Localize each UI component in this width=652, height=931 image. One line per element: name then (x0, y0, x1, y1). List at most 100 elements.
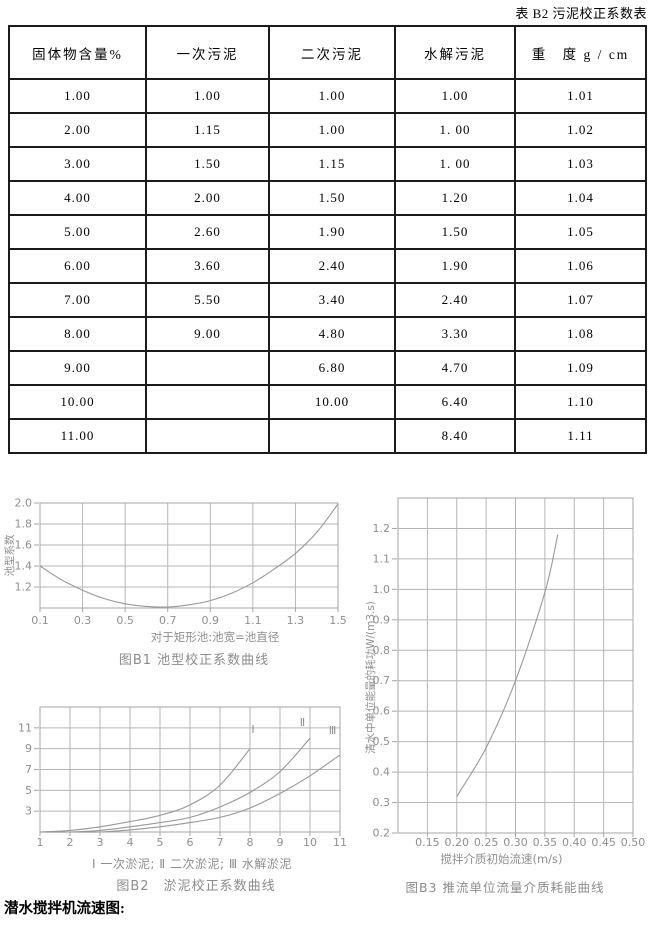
chart-b1-pool-shape-coefficient: 0.1 0.3 0.5 0.7 0.9 1.1 1.3 1.5 1.2 1.4 1.6 1.8 2.0 对… (3, 497, 347, 645)
x-tick-label: 8 (247, 836, 254, 849)
data-curve (39, 737, 311, 833)
table-cell: 2.60 (145, 214, 270, 250)
table-cell: 3.60 (145, 248, 270, 284)
x-tick-label: 1.3 (287, 614, 305, 627)
x-tick-label: 0.5 (116, 614, 134, 627)
table-cell: 4.70 (394, 350, 516, 386)
table-title: 表 B2 污泥校正系数表 (515, 6, 647, 21)
y-tick-label: 1.1 (373, 552, 391, 565)
y-tick-label: 0.7 (373, 674, 391, 687)
y-tick-label: 9 (25, 742, 32, 755)
x-tick-label: 0.45 (591, 836, 616, 849)
table-header-cell-4: 重 度 g / cm (514, 25, 647, 80)
x-tick-label: 2 (67, 836, 74, 849)
y-tick-label: 1.6 (15, 539, 33, 552)
table-cell: 1.50 (268, 180, 396, 216)
table-cell: 1.07 (514, 282, 647, 318)
table-cell: 2.40 (394, 282, 516, 318)
table-cell: 9.00 (8, 350, 147, 386)
x-tick-label: 0.30 (503, 836, 528, 849)
table-cell: 1.09 (514, 350, 647, 386)
table-cell: 3.30 (394, 316, 516, 352)
x-tick-label: 0.50 (621, 836, 646, 849)
x-tick-label: 0.1 (31, 614, 49, 627)
x-tick-label: 0.40 (562, 836, 587, 849)
curve-label: Ⅱ (300, 716, 305, 729)
y-tick-label: 0.4 (373, 766, 391, 779)
y-tick-label: 1.4 (15, 560, 33, 573)
x-tick-label: 0.25 (474, 836, 499, 849)
table-row: 1.00 1.00 1.00 1.00 1.01 (8, 78, 647, 114)
chart-b2-sludge-correction-curves: 1 2 3 4 5 6 7 8 9 10 11 3 5 7 9 11 Ⅰ Ⅱ Ⅲ (18, 706, 347, 849)
table-cell: 1.11 (514, 418, 647, 454)
table-cell (268, 418, 396, 454)
table-row: 9.00 6.80 4.70 1.09 (8, 350, 647, 386)
x-tick-label: 1.5 (329, 614, 347, 627)
table-cell: 8.00 (8, 316, 147, 352)
chart-b2-legend: Ⅰ 一次淤泥; Ⅱ 二次淤泥; Ⅲ 水解淤泥 (92, 857, 292, 871)
table-row: 10.00 10.00 6.40 1.10 (8, 384, 647, 420)
plot-border (39, 502, 339, 609)
table-row: 4.00 2.00 1.50 1.20 1.04 (8, 180, 647, 216)
curve-label: Ⅲ (329, 724, 337, 737)
table-cell: 1. 00 (394, 112, 516, 148)
table-cell: 1.00 (268, 78, 396, 114)
table-cell: 1.20 (394, 180, 516, 216)
table-cell: 1.00 (394, 78, 516, 114)
y-tick-label: 0.6 (373, 705, 391, 718)
table-cell: 4.00 (8, 180, 147, 216)
table-cell: 6.00 (8, 248, 147, 284)
table-cell: 2.00 (8, 112, 147, 148)
sludge-correction-table: 固体物含量% 一次污泥 二次污泥 水解污泥重 度 g / cm 1.00 1.00 1.0… (8, 25, 647, 454)
table-row: 8.00 9.00 4.80 3.30 1.08 (8, 316, 647, 352)
table-row: 6.00 3.60 2.40 1.90 1.06 (8, 248, 647, 284)
y-tick-label: 0.8 (373, 644, 391, 657)
table-cell: 2.40 (268, 248, 396, 284)
chart-b2-caption: 图B2 淤泥校正系数曲线 (116, 879, 276, 894)
data-curve (39, 748, 251, 833)
y-axis-title: 池型系数 (3, 534, 16, 576)
table-cell: 1.01 (514, 78, 647, 114)
footer-label: 潜水搅拌机流速图: (4, 901, 125, 917)
x-tick-label: 0.7 (159, 614, 177, 627)
x-tick-label: 5 (157, 836, 164, 849)
x-tick-label: 4 (127, 836, 134, 849)
table-cell: 1.04 (514, 180, 647, 216)
table-cell: 1.05 (514, 214, 647, 250)
x-tick-label: 9 (277, 836, 284, 849)
y-tick-label: 0.2 (373, 827, 391, 840)
table-header-row: 固体物含量% 一次污泥 二次污泥 水解污泥重 度 g / cm (8, 25, 647, 80)
y-tick-label: 5 (25, 784, 32, 797)
table-cell: 1.50 (145, 146, 270, 182)
table-cell: 1.90 (268, 214, 396, 250)
table-cell: 1.03 (514, 146, 647, 182)
y-tick-label: 0.9 (373, 613, 391, 626)
y-tick-label: 11 (18, 721, 32, 734)
table-cell: 1.50 (394, 214, 516, 250)
chart-b1-caption: 图B1 池型校正系数曲线 (118, 653, 270, 668)
table-header-cell-2: 二次污泥 (268, 25, 396, 80)
table-cell: 6.80 (268, 350, 396, 386)
y-tick-label: 1.2 (15, 581, 33, 594)
x-tick-label: 0.35 (533, 836, 558, 849)
table-cell: 4.80 (268, 316, 396, 352)
y-tick-label: 2.0 (15, 497, 33, 510)
table-row: 2.00 1.15 1.00 1. 00 1.02 (8, 112, 647, 148)
y-tick-label: 7 (25, 763, 32, 776)
table-cell: 1.10 (514, 384, 647, 420)
x-tick-label: 0.3 (74, 614, 92, 627)
x-axis-title: 搅拌介质初始流速(m/s) (440, 852, 562, 866)
x-tick-label: 3 (97, 836, 104, 849)
table-cell: 1. 00 (394, 146, 516, 182)
y-axis-title: 清水中单位能量的耗功W/(m3.s) (364, 601, 377, 754)
x-tick-label: 10 (303, 836, 317, 849)
data-curve (39, 503, 339, 608)
y-tick-label: 0.5 (373, 735, 391, 748)
x-tick-label: 0.20 (445, 836, 470, 849)
table-cell: 1.15 (268, 146, 396, 182)
table-row: 5.00 2.60 1.90 1.50 1.05 (8, 214, 647, 250)
table-cell: 2.00 (145, 180, 270, 216)
chart-b3-mixing-energy-curve: 0.15 0.20 0.25 0.30 0.35 0.40 0.45 0.50 0.2 0.3 0.… (364, 497, 646, 866)
table-cell (145, 418, 270, 454)
